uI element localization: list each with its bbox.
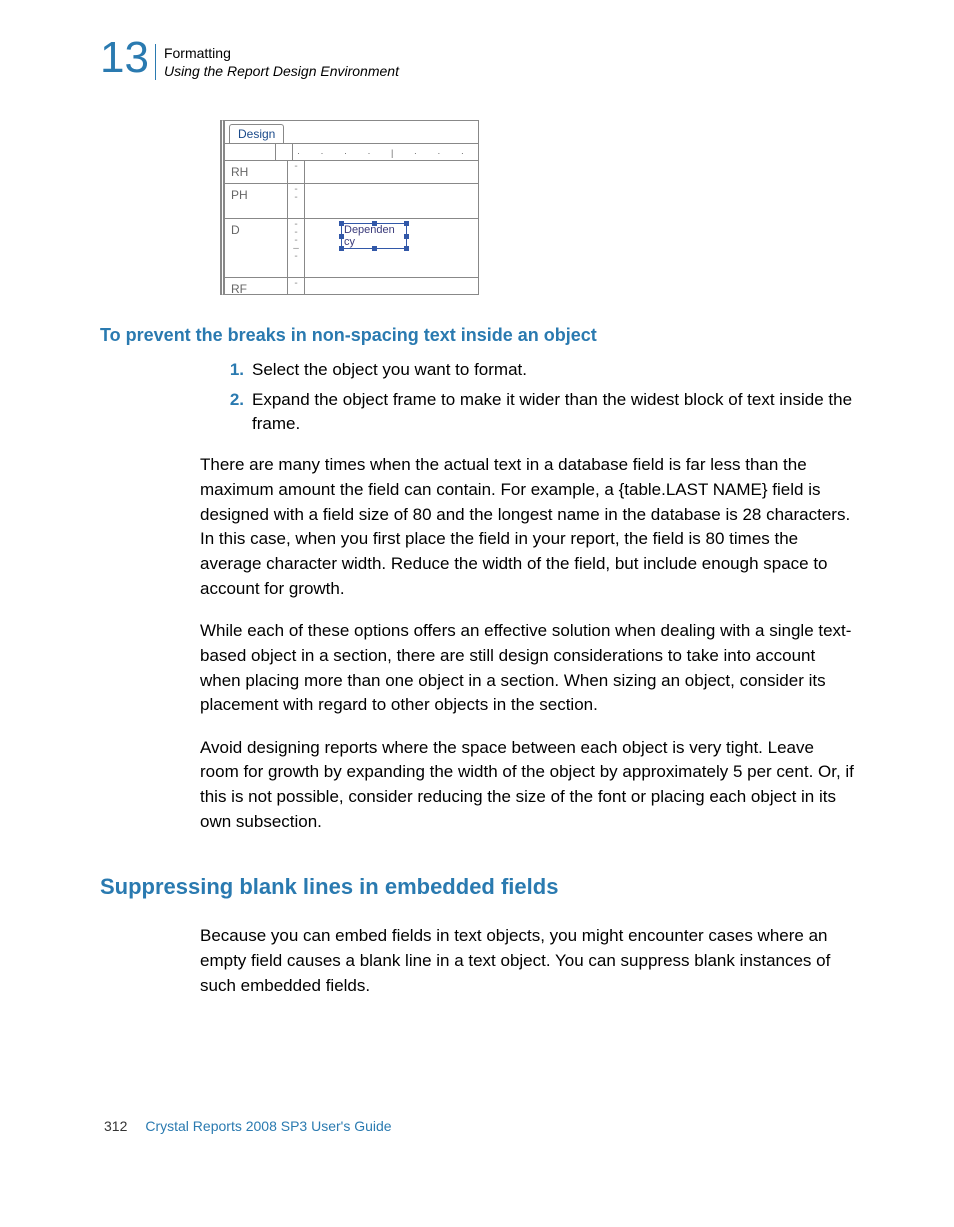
footer-title: Crystal Reports 2008 SP3 User's Guide	[145, 1118, 391, 1134]
page-number: 312	[104, 1118, 127, 1134]
content-rf	[305, 278, 478, 294]
resize-handle[interactable]	[404, 234, 409, 239]
design-panel: Design · · · · | · · · · 1 · · · · RH - …	[220, 120, 479, 295]
para-avoid-tight: Avoid designing reports where the space …	[200, 736, 854, 835]
resize-handle[interactable]	[339, 221, 344, 226]
chapter-text: Formatting Using the Report Design Envir…	[155, 44, 399, 80]
gutter-d: ---–-	[288, 219, 305, 277]
resize-handle[interactable]	[372, 221, 377, 226]
label-rh: RH	[225, 161, 288, 183]
resize-handle[interactable]	[404, 221, 409, 226]
gutter-rf: -	[288, 278, 305, 294]
page-header: 13 Formatting Using the Report Design En…	[100, 36, 854, 80]
ruler-left	[225, 144, 276, 160]
row-ph: PH --	[225, 184, 478, 219]
step-text-1: Select the object you want to format.	[252, 358, 527, 382]
content-ph	[305, 184, 478, 218]
step-number-1: 1.	[220, 358, 244, 382]
tab-row: Design	[225, 121, 478, 144]
row-rh: RH -	[225, 161, 478, 184]
content-d: Dependen cy	[305, 219, 478, 277]
para-embed-fields: Because you can embed fields in text obj…	[200, 924, 854, 998]
resize-handle[interactable]	[404, 246, 409, 251]
ruler-gutter	[276, 144, 293, 160]
para-field-size: There are many times when the actual tex…	[200, 453, 854, 601]
row-rf: RF -	[225, 278, 478, 294]
heading-suppressing: Suppressing blank lines in embedded fiel…	[100, 874, 854, 900]
heading-prevent-breaks: To prevent the breaks in non-spacing tex…	[100, 325, 854, 346]
ruler-row: · · · · | · · · · 1 · · · ·	[225, 144, 478, 161]
step-number-2: 2.	[220, 388, 244, 436]
resize-handle[interactable]	[372, 246, 377, 251]
row-d: D ---–- Dependen cy	[225, 219, 478, 278]
field-text-line2: cy	[344, 236, 355, 248]
step-2: 2. Expand the object frame to make it wi…	[220, 388, 854, 436]
resize-handle[interactable]	[339, 246, 344, 251]
page-footer: 312 Crystal Reports 2008 SP3 User's Guid…	[100, 1118, 854, 1134]
tab-design[interactable]: Design	[229, 124, 284, 143]
chapter-title: Formatting	[164, 44, 399, 62]
chapter-number: 13	[100, 36, 149, 80]
para-design-considerations: While each of these options offers an ef…	[200, 619, 854, 718]
content-rh	[305, 161, 478, 183]
step-1: 1. Select the object you want to format.	[220, 358, 854, 382]
design-figure: Design · · · · | · · · · 1 · · · · RH - …	[220, 120, 854, 295]
label-rf: RF	[225, 278, 288, 294]
field-text-line1: Dependen	[344, 224, 395, 236]
chapter-subtitle: Using the Report Design Environment	[164, 62, 399, 80]
step-text-2: Expand the object frame to make it wider…	[252, 388, 854, 436]
label-ph: PH	[225, 184, 288, 218]
resize-handle[interactable]	[339, 234, 344, 239]
label-d: D	[225, 219, 288, 277]
dependency-field[interactable]: Dependen cy	[341, 223, 407, 249]
gutter-ph: --	[288, 184, 305, 218]
